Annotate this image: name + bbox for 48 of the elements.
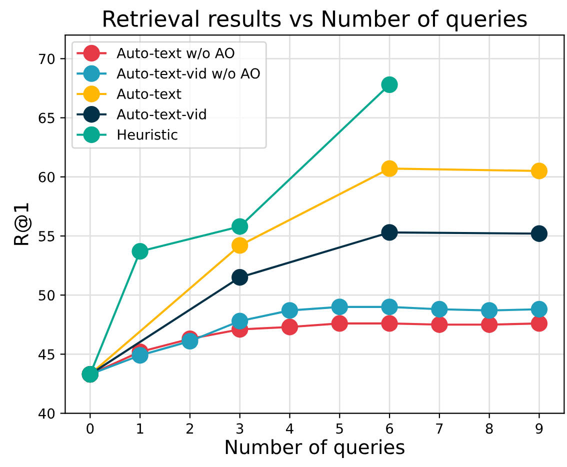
- y-tick-label: 65: [38, 112, 54, 124]
- x-tick-label: 1: [137, 423, 144, 434]
- point: [381, 315, 398, 332]
- y-tick-label: 45: [38, 349, 54, 360]
- point: [232, 312, 248, 330]
- legend-label: Auto-text: [116, 88, 182, 100]
- x-tick-label: 0: [86, 423, 94, 434]
- legend-label: Heuristic: [118, 129, 178, 140]
- point: [132, 347, 148, 364]
- x-tick-label: 6: [386, 423, 394, 434]
- point: [530, 162, 548, 180]
- point: [381, 160, 398, 177]
- x-tick-label: 2: [186, 423, 193, 434]
- point: [281, 318, 298, 336]
- y-tick-label: 40: [38, 408, 55, 419]
- x-tick-label: 7: [436, 423, 443, 434]
- x-tick-label: 5: [336, 423, 343, 434]
- point: [331, 298, 348, 316]
- point: [132, 243, 148, 260]
- y-tick-label: 60: [38, 172, 55, 182]
- point: [530, 225, 548, 242]
- point: [232, 269, 248, 286]
- point: [232, 237, 248, 254]
- point: [381, 76, 398, 94]
- x-tick-label: 9: [536, 423, 543, 434]
- x-tick-label: 8: [486, 423, 493, 434]
- point: [530, 300, 548, 318]
- y-tick-label: 55: [38, 231, 54, 242]
- y-axis-title: R@1: [14, 203, 32, 245]
- point: [331, 315, 348, 332]
- x-tick-label: 4: [286, 423, 294, 434]
- y-tick-label: 70: [38, 54, 55, 64]
- point: [530, 315, 548, 332]
- point: [431, 316, 448, 333]
- y-tick-label: 50: [38, 290, 55, 301]
- point: [381, 298, 398, 316]
- legend-label: Auto-text-vid: [116, 108, 206, 120]
- legend-label: Auto-text-vid w/o AO: [116, 68, 260, 80]
- point: [381, 224, 398, 241]
- point: [281, 302, 298, 319]
- point: [232, 218, 248, 235]
- point: [480, 316, 498, 333]
- x-axis-title: Number of queries: [226, 439, 404, 458]
- x-tick-label: 3: [236, 423, 244, 434]
- point: [431, 300, 448, 318]
- point: [480, 302, 498, 319]
- legend-label: Auto-text w/o AO: [116, 48, 234, 60]
- chart-title: Retrieval results vs Number of queries: [104, 10, 527, 32]
